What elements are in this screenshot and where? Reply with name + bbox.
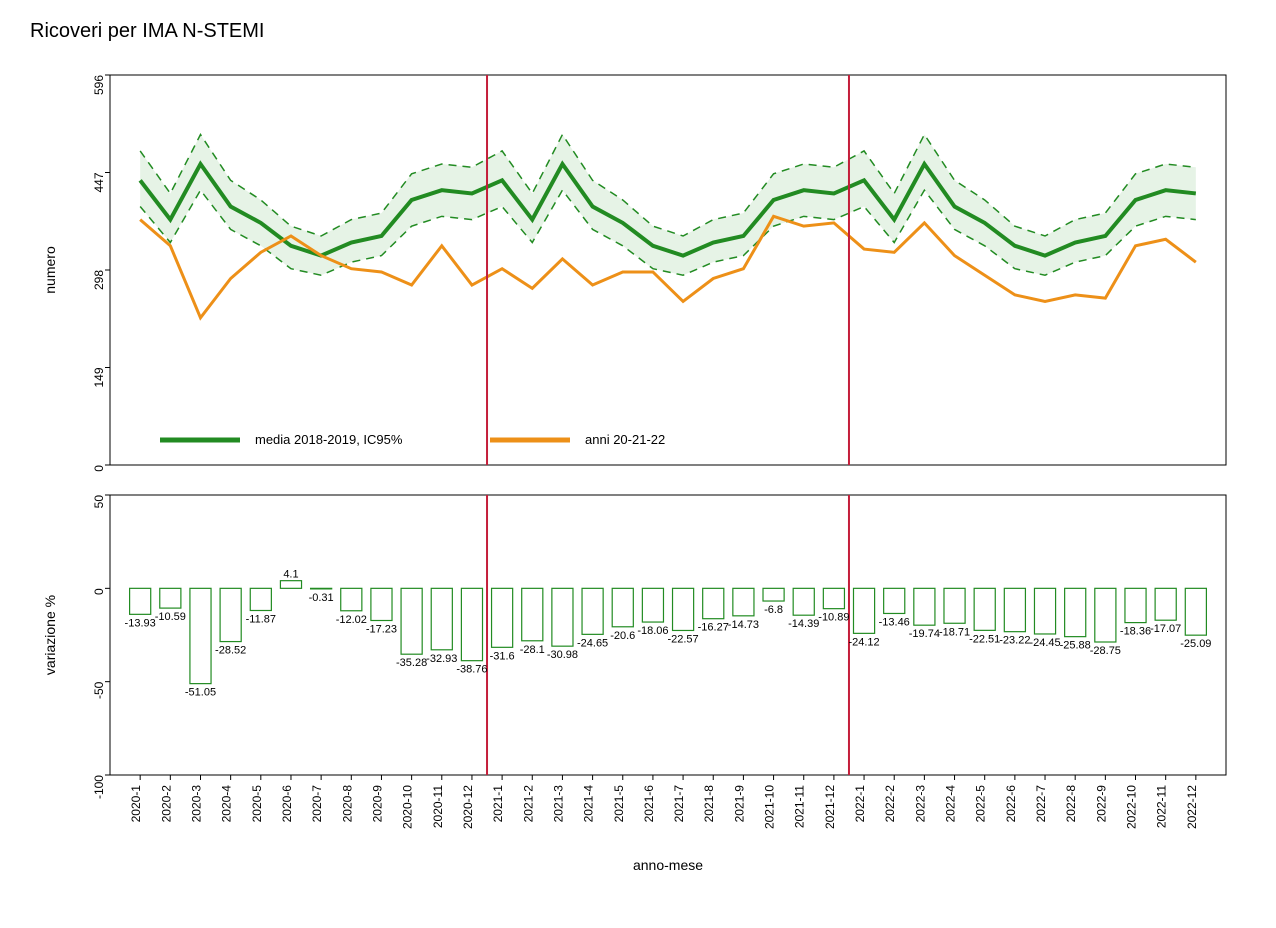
svg-text:2022-2: 2022-2 xyxy=(883,785,897,823)
svg-text:2021-6: 2021-6 xyxy=(642,785,656,823)
svg-text:2022-1: 2022-1 xyxy=(853,785,867,823)
svg-text:-17.23: -17.23 xyxy=(366,623,397,635)
chart-title: Ricoveri per IMA N-STEMI xyxy=(30,20,264,43)
svg-text:2021-9: 2021-9 xyxy=(732,785,746,823)
svg-text:-38.76: -38.76 xyxy=(456,664,487,676)
svg-text:-23.22: -23.22 xyxy=(999,635,1030,647)
svg-text:2020-7: 2020-7 xyxy=(310,785,324,823)
svg-text:-0.31: -0.31 xyxy=(309,592,334,604)
svg-text:numero: numero xyxy=(42,246,58,294)
svg-text:-14.73: -14.73 xyxy=(728,619,759,631)
svg-text:2021-4: 2021-4 xyxy=(582,785,596,823)
svg-text:-11.87: -11.87 xyxy=(246,613,276,625)
svg-text:0: 0 xyxy=(92,465,106,472)
svg-text:447: 447 xyxy=(92,172,106,192)
svg-text:2020-12: 2020-12 xyxy=(461,785,475,829)
svg-text:2021-1: 2021-1 xyxy=(491,785,505,823)
svg-text:0: 0 xyxy=(92,588,106,595)
svg-text:2021-2: 2021-2 xyxy=(521,785,535,823)
svg-text:2021-3: 2021-3 xyxy=(551,785,565,823)
svg-text:-28.52: -28.52 xyxy=(215,645,246,657)
svg-text:-10.89: -10.89 xyxy=(818,612,849,624)
svg-text:-25.09: -25.09 xyxy=(1180,638,1211,650)
svg-text:2020-10: 2020-10 xyxy=(401,785,415,829)
svg-text:variazione %: variazione % xyxy=(42,595,58,675)
svg-text:anno-mese: anno-mese xyxy=(633,857,703,873)
svg-text:2022-4: 2022-4 xyxy=(944,785,958,823)
svg-text:2020-1: 2020-1 xyxy=(129,785,143,823)
svg-text:2022-10: 2022-10 xyxy=(1125,785,1139,829)
svg-text:2020-5: 2020-5 xyxy=(250,785,264,823)
svg-text:596: 596 xyxy=(92,75,106,95)
svg-text:-35.28: -35.28 xyxy=(396,657,427,669)
svg-text:2020-9: 2020-9 xyxy=(370,785,384,823)
svg-text:2020-3: 2020-3 xyxy=(189,785,203,823)
svg-text:-10.59: -10.59 xyxy=(155,611,186,623)
svg-text:2022-3: 2022-3 xyxy=(913,785,927,823)
svg-text:-12.02: -12.02 xyxy=(336,614,367,626)
svg-text:298: 298 xyxy=(92,270,106,290)
svg-text:-22.51: -22.51 xyxy=(969,633,1000,645)
svg-text:2022-7: 2022-7 xyxy=(1034,785,1048,823)
svg-text:2020-4: 2020-4 xyxy=(220,785,234,823)
svg-text:2021-8: 2021-8 xyxy=(702,785,716,823)
svg-text:4.1: 4.1 xyxy=(283,569,298,581)
svg-text:-19.74: -19.74 xyxy=(909,628,940,640)
svg-text:2022-9: 2022-9 xyxy=(1094,785,1108,823)
svg-text:2022-8: 2022-8 xyxy=(1064,785,1078,823)
svg-text:-30.98: -30.98 xyxy=(547,649,578,661)
svg-text:2022-12: 2022-12 xyxy=(1185,785,1199,829)
svg-text:-6.8: -6.8 xyxy=(764,604,783,616)
svg-text:-24.45: -24.45 xyxy=(1029,637,1060,649)
svg-text:2020-8: 2020-8 xyxy=(340,785,354,823)
svg-text:2020-11: 2020-11 xyxy=(431,785,445,828)
svg-text:-13.93: -13.93 xyxy=(125,617,156,629)
svg-text:-24.12: -24.12 xyxy=(848,636,879,648)
svg-text:-50: -50 xyxy=(92,681,106,699)
svg-text:2020-2: 2020-2 xyxy=(159,785,173,823)
svg-text:-28.1: -28.1 xyxy=(520,644,545,656)
svg-text:149: 149 xyxy=(92,367,106,387)
svg-text:-31.6: -31.6 xyxy=(490,650,515,662)
svg-text:2022-6: 2022-6 xyxy=(1004,785,1018,823)
svg-text:-28.75: -28.75 xyxy=(1090,645,1121,657)
svg-text:-20.6: -20.6 xyxy=(610,630,635,642)
chart-container: Ricoveri per IMA N-STEMI 0 149 298 447 596 nu… xyxy=(20,20,1256,908)
svg-text:media 2018-2019, IC95%: media 2018-2019, IC95% xyxy=(255,432,403,447)
svg-text:-25.88: -25.88 xyxy=(1060,640,1091,652)
svg-text:-18.06: -18.06 xyxy=(637,625,668,637)
chart-svg: 0 149 298 447 596 numero media 2018-2019, IC95… xyxy=(20,20,1256,908)
svg-text:-17.07: -17.07 xyxy=(1150,623,1181,635)
svg-text:2020-6: 2020-6 xyxy=(280,785,294,823)
svg-text:2021-11: 2021-11 xyxy=(793,785,807,828)
svg-text:2021-5: 2021-5 xyxy=(612,785,626,823)
svg-text:-24.65: -24.65 xyxy=(577,637,608,649)
svg-text:-18.71: -18.71 xyxy=(939,626,970,638)
svg-text:2021-7: 2021-7 xyxy=(672,785,686,823)
svg-text:-51.05: -51.05 xyxy=(185,687,216,699)
svg-text:2022-5: 2022-5 xyxy=(974,785,988,823)
svg-text:-16.27: -16.27 xyxy=(698,622,729,634)
svg-text:-100: -100 xyxy=(92,775,106,799)
svg-text:50: 50 xyxy=(92,495,106,509)
svg-text:2021-12: 2021-12 xyxy=(823,785,837,829)
svg-text:-32.93: -32.93 xyxy=(426,653,457,665)
svg-text:anni 20-21-22: anni 20-21-22 xyxy=(585,432,665,447)
svg-text:2022-11: 2022-11 xyxy=(1155,785,1169,828)
svg-text:2021-10: 2021-10 xyxy=(763,785,777,829)
svg-text:-18.36: -18.36 xyxy=(1120,626,1151,638)
svg-text:-22.57: -22.57 xyxy=(667,633,698,645)
svg-text:-13.46: -13.46 xyxy=(879,616,910,628)
svg-text:-14.39: -14.39 xyxy=(788,618,819,630)
